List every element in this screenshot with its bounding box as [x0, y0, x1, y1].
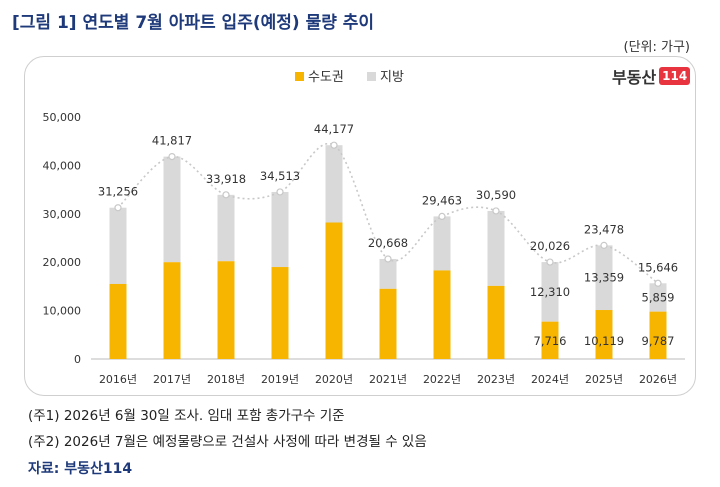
x-tick-label: 2023년: [477, 373, 515, 386]
total-value-label: 15,646: [638, 260, 678, 274]
total-value-label: 20,026: [530, 239, 570, 253]
total-point: [654, 279, 662, 287]
bar-local: [271, 191, 289, 268]
total-value-label: 33,918: [206, 172, 246, 186]
source-label: 자료: 부동산114: [28, 461, 133, 477]
total-value-label: 20,668: [368, 236, 408, 250]
segment-label-local: 5,859: [642, 290, 675, 304]
total-value-label: 34,513: [260, 169, 300, 183]
bar-local: [487, 210, 505, 286]
total-value-label: 31,256: [98, 185, 138, 199]
legend-label-metro: 수도권: [308, 70, 344, 85]
total-point: [438, 212, 446, 220]
bar-metro: [595, 310, 613, 359]
y-tick-label: 20,000: [43, 256, 82, 269]
legend-swatch-local: [367, 72, 376, 81]
y-tick-label: 30,000: [43, 208, 82, 221]
total-value-label: 44,177: [314, 122, 354, 136]
logo-text: 부동산: [612, 68, 657, 87]
chart-svg: 수도권 지방 0 10,000 20,000 30,000 40,000 50,000 2016…: [43, 70, 685, 386]
logo-box: 114: [659, 67, 691, 85]
y-tick-label: 10,000: [43, 305, 82, 318]
x-tick-label: 2019년: [261, 373, 299, 386]
bar-local: [595, 245, 613, 311]
x-tick-label: 2026년: [639, 373, 677, 386]
total-point: [276, 188, 284, 196]
total-point: [330, 141, 338, 149]
bar-local: [649, 283, 667, 312]
total-point: [222, 191, 230, 199]
total-point: [114, 204, 122, 212]
note-1: (주1) 2026년 6월 30일 조사. 임대 포함 총가구수 기준: [28, 408, 345, 424]
bar-metro: [109, 283, 127, 359]
segment-label-local: 13,359: [584, 271, 624, 285]
bar-metro: [649, 311, 667, 359]
x-tick-label: 2020년: [315, 373, 353, 386]
bar-metro: [217, 261, 235, 359]
bar-metro: [163, 262, 181, 359]
bar-metro: [541, 321, 559, 359]
bar-local: [163, 156, 181, 263]
total-point: [384, 255, 392, 263]
y-tick-label: 40,000: [43, 159, 82, 172]
total-value-label: 41,817: [152, 134, 192, 148]
note-2: (주2) 2026년 7월은 예정물량으로 건설사 사정에 따라 변경될 수 있…: [28, 434, 427, 450]
bar-local: [433, 216, 451, 271]
bar-metro: [325, 222, 343, 359]
bar-local: [379, 258, 397, 289]
bar-metro: [379, 288, 397, 359]
legend-swatch-metro: [295, 72, 304, 81]
y-tick-label: 50,000: [43, 111, 82, 124]
bar-metro: [487, 285, 505, 359]
total-point: [168, 153, 176, 161]
x-tick-label: 2024년: [531, 373, 569, 386]
total-value-label: 29,463: [422, 193, 462, 207]
total-point: [546, 258, 554, 266]
segment-label-metro: 10,119: [584, 334, 624, 348]
y-tick-label: 0: [74, 353, 81, 366]
bar-metro: [271, 267, 289, 359]
bar-local: [217, 194, 235, 262]
chart-title: [그림 1] 연도별 7월 아파트 입주(예정) 물량 추이: [12, 13, 375, 33]
segment-label-metro: 9,787: [642, 334, 675, 348]
logo: 부동산 114: [612, 64, 691, 88]
total-value-label: 23,478: [584, 222, 624, 236]
bar-local: [109, 207, 127, 284]
x-tick-label: 2018년: [207, 373, 245, 386]
bar-local: [541, 262, 559, 322]
total-point: [600, 241, 608, 249]
bar-local: [325, 145, 343, 223]
total-value-label: 30,590: [476, 188, 516, 202]
segment-label-local: 12,310: [530, 285, 570, 299]
segment-label-metro: 7,716: [534, 334, 567, 348]
unit-label: (단위: 가구): [623, 40, 691, 55]
bar-metro: [433, 270, 451, 359]
x-tick-label: 2016년: [99, 373, 137, 386]
total-point: [492, 207, 500, 215]
x-tick-label: 2022년: [423, 373, 461, 386]
legend-label-local: 지방: [380, 70, 404, 85]
x-tick-label: 2017년: [153, 373, 191, 386]
x-tick-label: 2025년: [585, 373, 623, 386]
x-tick-label: 2021년: [369, 373, 407, 386]
chart-panel: 수도권 지방 0 10,000 20,000 30,000 40,000 50,000 2016…: [24, 56, 696, 396]
